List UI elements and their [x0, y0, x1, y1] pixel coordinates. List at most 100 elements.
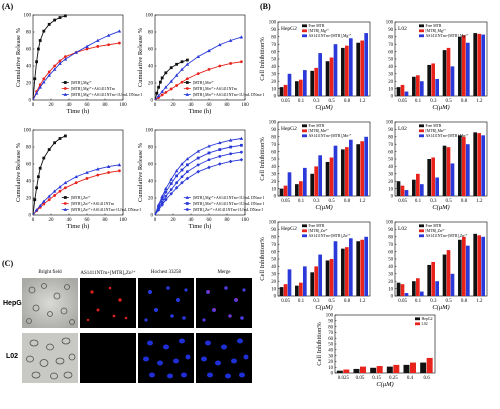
legend-entry: Free MTR — [426, 24, 442, 28]
bar — [446, 250, 451, 296]
data-point — [38, 83, 42, 87]
plot-frame — [154, 14, 246, 101]
legend-swatch — [302, 24, 307, 28]
bar — [477, 133, 482, 196]
data-point — [38, 203, 42, 208]
x-tick-label: 80 — [225, 103, 231, 108]
legend-swatch — [302, 234, 307, 238]
data-point — [159, 80, 162, 84]
legend-entry: AS1411NTm+[MTR]₂Mg²⁺ — [309, 33, 352, 38]
data-point — [160, 76, 164, 80]
bar — [364, 33, 368, 96]
y-tick-label: 40 — [388, 265, 393, 270]
data-point — [106, 33, 111, 37]
panel-label-a: (A) — [2, 2, 13, 11]
micro-col-label-hoechst: Hochest 33258 — [150, 270, 182, 275]
chart-b5: 0.05 0.1 0.3 0.5 0.8 1.2 0 10 20 30 40 50 60 70 80 90 10… — [259, 221, 371, 311]
bar — [329, 57, 334, 96]
y-tick-label: 90 — [388, 128, 393, 133]
y-tick-label: 0 — [391, 195, 394, 200]
x-axis-label: Time (h) — [67, 223, 90, 230]
x-tick-label: 100 — [241, 218, 249, 223]
bar — [419, 184, 424, 196]
bar — [404, 190, 409, 196]
x-tick-label: 0.1 — [298, 299, 305, 304]
bar — [431, 157, 436, 196]
y-tick-label: 70 — [388, 43, 393, 48]
legend-swatch — [419, 229, 424, 233]
legend-marker — [63, 81, 67, 84]
legend-entry: [MTR]₂Mg²⁺+AS1411NTm+1U/mL DNase I — [193, 195, 265, 200]
data-point — [175, 84, 179, 87]
bar — [325, 61, 330, 96]
data-point — [174, 169, 179, 173]
data-point — [218, 148, 222, 151]
legend-marker — [185, 208, 189, 211]
y-tick-label: 100 — [269, 21, 277, 26]
x-axis-label: C(μM) — [315, 204, 332, 211]
x-tick-label: 0.05 — [281, 299, 290, 304]
y-tick-label: 90 — [328, 320, 333, 325]
x-tick-label: 0 — [32, 103, 35, 108]
legend-entry: Free MTR — [309, 24, 325, 28]
y-tick-label: 0 — [151, 214, 154, 219]
bar — [450, 163, 455, 196]
data-point — [240, 150, 243, 154]
chart-a4: 0 20 40 60 80 100 0 20 40 60 80 100 Time (h) Cumulati… — [137, 129, 265, 230]
legend-marker — [63, 202, 67, 205]
data-point — [117, 163, 122, 167]
data-point — [239, 136, 244, 140]
bar — [462, 236, 466, 296]
data-point — [35, 186, 38, 190]
micro-col-label-merge: Merge — [217, 270, 231, 275]
legend-swatch — [302, 34, 307, 38]
y-tick-label: 70 — [271, 143, 276, 148]
data-point — [185, 62, 190, 66]
data-point — [169, 191, 173, 196]
data-point — [175, 62, 178, 66]
x-tick-label: 80 — [103, 218, 109, 223]
y-tick-label: 80 — [271, 136, 276, 141]
data-point — [38, 85, 42, 89]
x-tick-label: 0.05 — [398, 99, 407, 104]
bar — [450, 66, 455, 96]
y-tick-label: 100 — [146, 129, 154, 134]
legend-entry: [MTR]₂Mg²⁺+AS1411NTm+1U/mL DNase I — [71, 92, 143, 97]
bar — [360, 141, 365, 196]
x-tick-label: 0.8 — [344, 299, 351, 304]
x-tick-label: 0.3 — [313, 299, 320, 304]
y-tick-label: 80 — [388, 236, 393, 241]
bar — [364, 136, 368, 196]
x-tick-label: 1.2 — [359, 99, 366, 104]
y-tick-label: 10 — [388, 87, 393, 92]
legend-entry: [MTR]₂Mn²⁺+AS1411NTm+1U/mL DNase I — [193, 92, 265, 97]
legend-marker — [185, 202, 189, 205]
data-point — [85, 44, 89, 48]
legend-marker — [185, 195, 190, 199]
x-tick-label: 0.8 — [461, 199, 468, 204]
y-tick-label: 60 — [26, 48, 32, 53]
data-point — [33, 77, 37, 81]
bar — [348, 38, 353, 96]
y-tick-label: 10 — [271, 287, 276, 292]
bar — [283, 185, 288, 196]
data-point — [33, 198, 37, 202]
y-tick-label: 40 — [388, 165, 393, 170]
y-tick-label: 80 — [388, 36, 393, 41]
bar — [412, 179, 416, 196]
y-tick-label: 90 — [271, 28, 276, 33]
legend-entry: [MTR]₂Mn²⁺ — [193, 80, 214, 85]
series-line-3 — [154, 159, 242, 216]
bar — [481, 236, 485, 296]
data-point — [38, 166, 42, 170]
data-point — [58, 137, 62, 140]
x-tick-label: 0.3 — [430, 199, 437, 204]
y-tick-label: 60 — [271, 150, 276, 155]
bar — [431, 261, 436, 296]
bar — [477, 33, 482, 96]
bar — [400, 185, 405, 196]
bar — [325, 260, 330, 296]
x-tick-label: 100 — [119, 103, 127, 108]
x-tick-label: 1.2 — [476, 199, 483, 204]
data-point — [207, 165, 211, 170]
